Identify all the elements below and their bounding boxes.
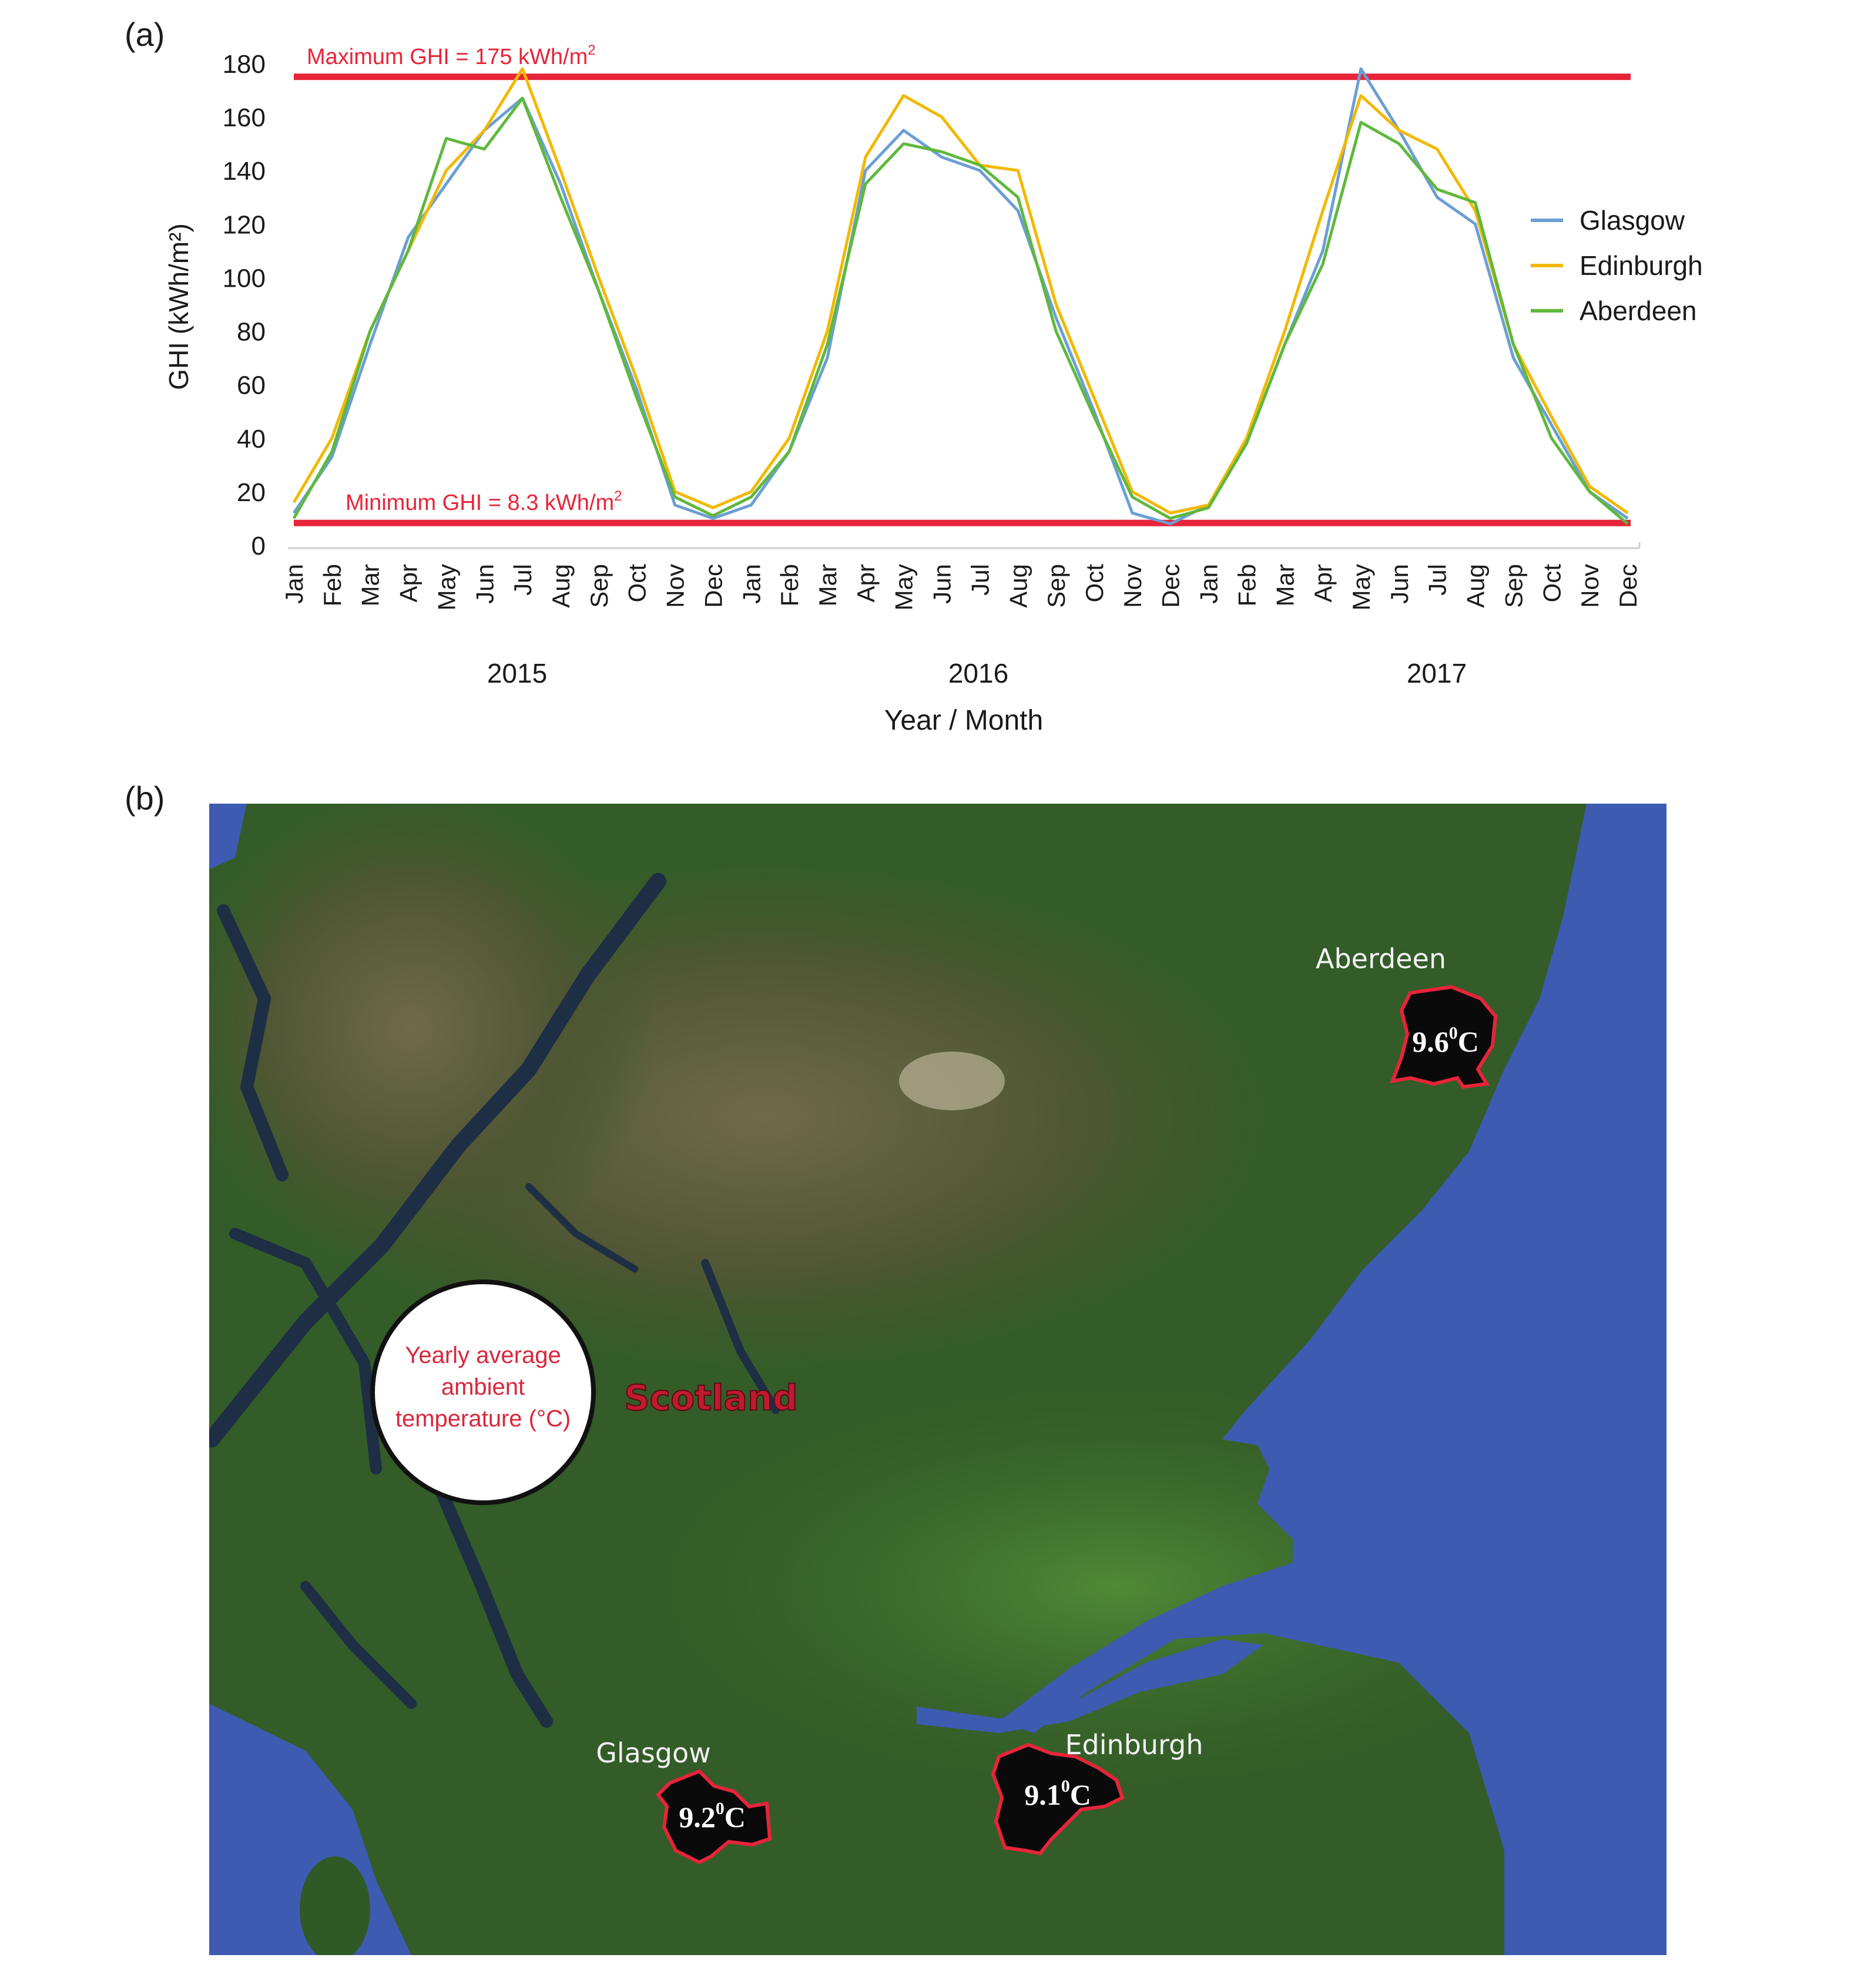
y-tick-label-120: 120: [223, 210, 266, 239]
y-tick-label-140: 140: [223, 157, 266, 186]
city-edinburgh-name: Edinburgh: [1065, 1729, 1203, 1761]
y-tick-label-40: 40: [237, 425, 266, 454]
x-tick-label-feb-2017: Feb: [1233, 564, 1260, 606]
x-axis-title: Year / Month: [884, 705, 1043, 736]
y-tick-label-0: 0: [252, 532, 266, 560]
city-edinburgh: Edinburgh 9.10C: [991, 1729, 1203, 1856]
map-snow-peaks: [899, 1052, 1005, 1110]
city-aberdeen-outline: [1390, 985, 1498, 1089]
map-legend-line-2: ambient: [441, 1374, 525, 1400]
x-tick-label-apr-2016: Apr: [852, 564, 880, 602]
map-legend-line-1: Yearly average: [405, 1342, 561, 1368]
x-tick-label-dec-2015: Dec: [699, 564, 727, 608]
map-firth-of-forth: [917, 1639, 1263, 1733]
map-island: [300, 1856, 370, 1955]
y-tick-label-80: 80: [237, 318, 266, 347]
series-line-glasgow: [292, 67, 1629, 526]
x-tick-label-sep-2015: Sep: [585, 564, 613, 608]
y-tick-label-180: 180: [223, 50, 266, 79]
map-legend-circle: [370, 1280, 596, 1505]
legend: Glasgow Edinburgh Aberdeen: [1531, 205, 1703, 326]
x-tick-label-nov-2015: Nov: [662, 564, 689, 608]
y-axis: 0 20 40 60 80 100 120 140 160 180: [223, 50, 266, 560]
satellite-map: Yearly average ambient temperature (°C) …: [209, 804, 1666, 1955]
y-tick-label-100: 100: [223, 264, 266, 293]
city-aberdeen: Aberdeen 9.60C: [1316, 943, 1498, 1089]
x-tick-label-dec-2017: Dec: [1614, 564, 1642, 608]
map-west-sea-north: [209, 804, 247, 869]
x-tick-label-feb-2016: Feb: [776, 564, 803, 606]
series-line-edinburgh: [292, 67, 1629, 515]
year-label-2017: 2017: [1407, 658, 1467, 689]
x-tick-label-mar-2016: Mar: [814, 564, 841, 606]
x-tick-label-oct-2017: Oct: [1538, 564, 1565, 603]
series-line-aberdeen: [292, 96, 1629, 525]
x-tick-label-nov-2016: Nov: [1119, 564, 1146, 608]
x-tick-label-sep-2016: Sep: [1042, 564, 1070, 608]
x-tick-label-jan-2017: Jan: [1195, 564, 1223, 604]
legend-label-edinburgh: Edinburgh: [1580, 250, 1703, 281]
y-tick-label-20: 20: [237, 478, 266, 507]
x-tick-label-jun-2016: Jun: [928, 564, 956, 604]
legend-label-aberdeen: Aberdeen: [1580, 295, 1697, 326]
x-tick-label-nov-2017: Nov: [1576, 564, 1604, 608]
x-tick-label-aug-2017: Aug: [1462, 564, 1490, 608]
city-aberdeen-temp: 9.60C: [1412, 1023, 1479, 1058]
y-tick-label-60: 60: [237, 371, 266, 400]
x-tick-label-jun-2017: Jun: [1386, 564, 1413, 604]
panel-a-label: (a): [125, 16, 165, 53]
x-tick-label-jan-2016: Jan: [737, 564, 765, 604]
y-axis-title: GHI (kWh/m²): [163, 223, 194, 390]
x-tick-label-may-2015: May: [432, 564, 460, 610]
x-tick-label-aug-2016: Aug: [1004, 564, 1032, 608]
x-tick-label-jul-2017: Jul: [1424, 564, 1451, 596]
ghi-line-chart: 0 20 40 60 80 100 120 140 160 180 Jan Feb Mar Apr May…: [223, 42, 1703, 689]
city-glasgow: Glasgow 9.20C: [596, 1737, 772, 1865]
x-tick-label-feb-2015: Feb: [318, 564, 346, 606]
x-axis: Jan Feb Mar Apr May Jun Jul Aug Sep Oct Nov Dec Jan F…: [280, 542, 1642, 689]
x-tick-label-jul-2016: Jul: [966, 564, 994, 596]
panel-b-label: (b): [125, 780, 165, 817]
city-glasgow-temp: 9.20C: [679, 1799, 746, 1833]
x-tick-label-apr-2017: Apr: [1309, 564, 1337, 602]
city-glasgow-name: Glasgow: [596, 1737, 711, 1769]
y-tick-label-160: 160: [223, 103, 266, 132]
x-tick-label-apr-2015: Apr: [395, 564, 422, 602]
x-tick-label-sep-2017: Sep: [1500, 564, 1527, 608]
x-tick-label-oct-2016: Oct: [1081, 564, 1108, 603]
city-glasgow-outline: [656, 1769, 772, 1865]
year-label-2015: 2015: [487, 658, 547, 689]
x-tick-label-may-2016: May: [890, 564, 918, 610]
map-region-label: Scotland: [624, 1378, 797, 1419]
max-ghi-label: Maximum GHI = 175 kWh/m2: [307, 42, 596, 69]
min-ghi-label: Minimum GHI = 8.3 kWh/m2: [346, 488, 622, 515]
x-tick-label-jul-2015: Jul: [509, 564, 536, 596]
x-tick-label-aug-2015: Aug: [547, 564, 575, 608]
series-lines: [292, 67, 1629, 526]
x-tick-label-dec-2016: Dec: [1157, 564, 1185, 608]
legend-label-glasgow: Glasgow: [1580, 205, 1685, 236]
city-edinburgh-temp: 9.10C: [1024, 1777, 1091, 1811]
map-north-sea: [999, 804, 1666, 1955]
x-tick-label-may-2017: May: [1347, 564, 1375, 610]
x-tick-label-oct-2015: Oct: [623, 564, 651, 603]
x-tick-label-mar-2015: Mar: [357, 564, 384, 606]
city-aberdeen-name: Aberdeen: [1316, 943, 1446, 975]
x-tick-label-mar-2017: Mar: [1271, 564, 1299, 606]
year-label-2016: 2016: [948, 658, 1008, 689]
map-legend-line-3: temperature (°C): [395, 1406, 571, 1432]
map-western-terrain: [209, 804, 658, 1275]
city-edinburgh-outline: [991, 1742, 1125, 1856]
x-tick-label-jan-2015: Jan: [280, 564, 308, 604]
x-tick-label-jun-2015: Jun: [471, 564, 498, 604]
